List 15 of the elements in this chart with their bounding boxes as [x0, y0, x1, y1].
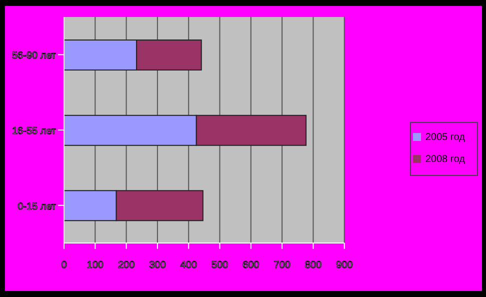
x-tick-label: 500 — [211, 260, 229, 272]
x-tick-label: 600 — [242, 260, 260, 272]
y-tick-label: 56-90 лет — [12, 50, 56, 62]
y-tick-label: 0-15 лет — [18, 201, 56, 212]
x-tick-label: 0 — [61, 260, 68, 272]
x-tick-label: 900 — [336, 260, 354, 272]
x-tick-label: 100 — [86, 260, 104, 272]
x-tick-label: 400 — [180, 260, 198, 272]
x-tick-label: 800 — [304, 260, 322, 272]
legend-label: 2008 год — [425, 154, 465, 164]
x-tick-label: 700 — [274, 260, 291, 272]
y-tick-label: 16-55 лет — [12, 126, 56, 137]
x-tick-label: 200 — [118, 260, 136, 272]
x-tick-label: 300 — [149, 260, 166, 272]
legend-label: 2005 год — [425, 132, 465, 142]
